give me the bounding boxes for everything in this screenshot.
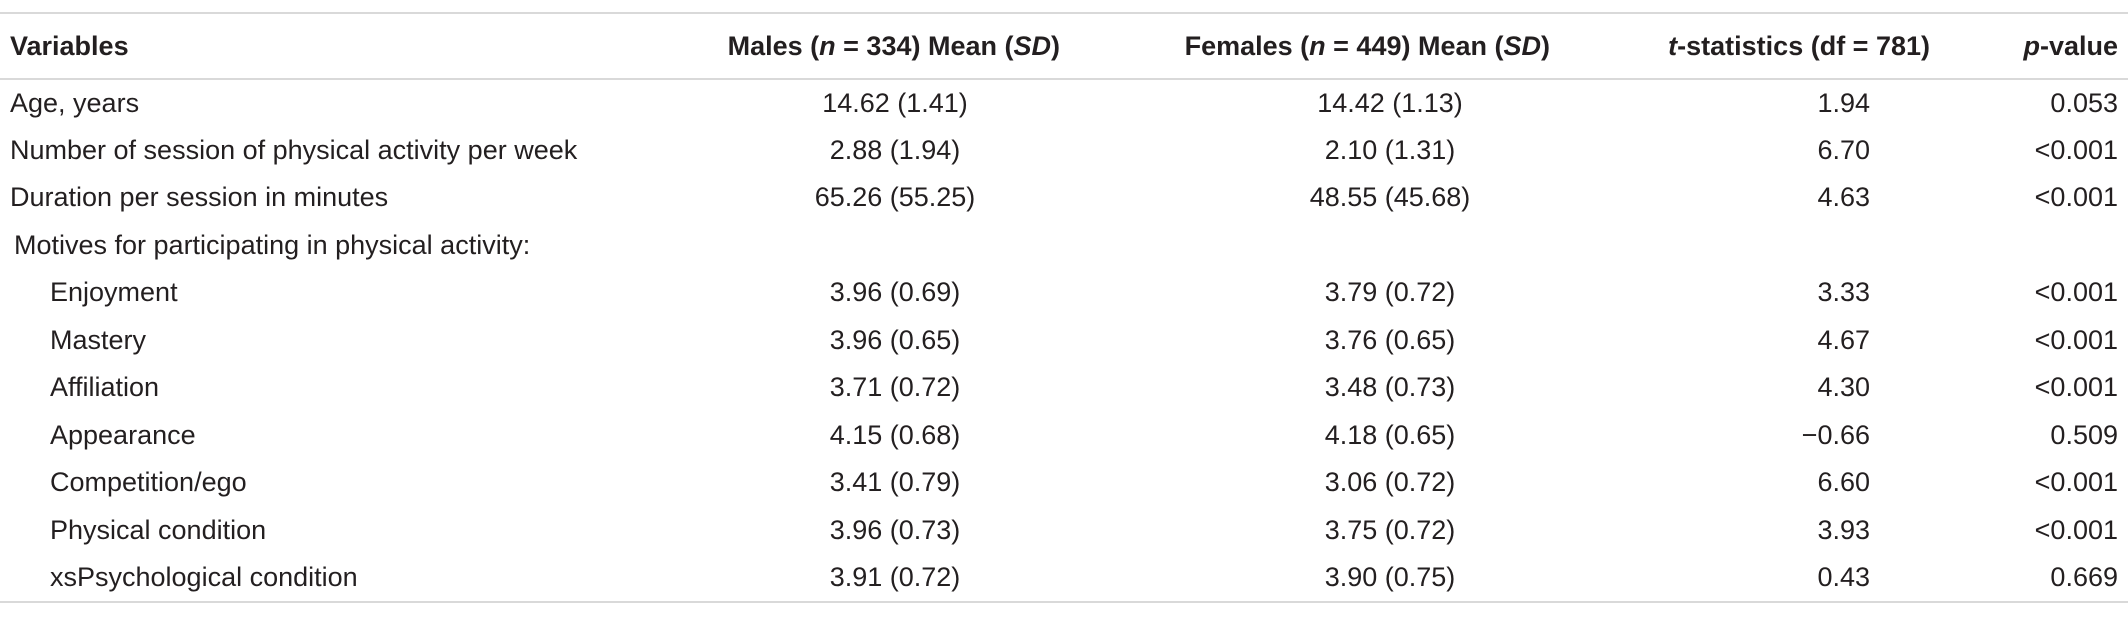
table-header: Variables Males (n = 334) Mean (SD) Fema… [0, 13, 2128, 79]
row-males-value: 3.96 (0.65) [829, 324, 961, 355]
row-t-statistic: 3.33 [1817, 277, 1870, 308]
table-section-row: Motives for participating in physical ac… [0, 222, 2128, 270]
row-females-value: 3.90 (0.75) [1324, 561, 1456, 592]
row-variable: Physical condition [50, 514, 267, 545]
row-p-value: 0.509 [2050, 419, 2118, 450]
row-females-value: 3.06 (0.72) [1324, 467, 1456, 498]
header-males: Males (n = 334) Mean (SD) [727, 30, 1060, 61]
row-females-value: 4.18 (0.65) [1324, 419, 1456, 450]
row-t-statistic: 4.67 [1817, 324, 1870, 355]
table-row: xsPsychological condition 3.91 (0.72) 3.… [0, 554, 2128, 602]
row-males-value: 14.62 (1.41) [822, 87, 968, 118]
header-variables: Variables [10, 30, 129, 61]
row-p-value: <0.001 [2034, 324, 2118, 355]
table-body: Age, years 14.62 (1.41) 14.42 (1.13) 1.9… [0, 79, 2128, 602]
row-males-value: 65.26 (55.25) [814, 182, 976, 213]
table-row: Appearance 4.15 (0.68) 4.18 (0.65) −0.66… [0, 412, 2128, 460]
row-t-statistic: 4.30 [1817, 372, 1870, 403]
row-t-statistic: 0.43 [1817, 561, 1870, 592]
row-variable: Affiliation [50, 372, 160, 403]
row-t-statistic: 4.63 [1817, 182, 1870, 213]
row-t-statistic: 6.70 [1817, 134, 1870, 165]
table-row: Age, years 14.62 (1.41) 14.42 (1.13) 1.9… [0, 79, 2128, 127]
row-p-value: <0.001 [2034, 514, 2118, 545]
section-label: Motives for participating in physical ac… [14, 229, 531, 260]
row-p-value: <0.001 [2034, 372, 2118, 403]
table-row: Enjoyment 3.96 (0.69) 3.79 (0.72) 3.33 <… [0, 269, 2128, 317]
row-males-value: 3.96 (0.69) [829, 277, 961, 308]
row-females-value: 3.48 (0.73) [1324, 372, 1456, 403]
row-p-value: <0.001 [2034, 277, 2118, 308]
row-males-value: 2.88 (1.94) [829, 134, 961, 165]
table-row: Physical condition 3.96 (0.73) 3.75 (0.7… [0, 507, 2128, 555]
header-row: Variables Males (n = 334) Mean (SD) Fema… [0, 13, 2128, 79]
row-females-value: 2.10 (1.31) [1324, 134, 1456, 165]
table-row: Mastery 3.96 (0.65) 3.76 (0.65) 4.67 <0.… [0, 317, 2128, 365]
row-variable: Enjoyment [50, 277, 178, 308]
header-females: Females (n = 449) Mean (SD) [1184, 30, 1550, 61]
row-p-value: 0.053 [2050, 87, 2118, 118]
row-variable: Mastery [50, 324, 147, 355]
table-row: Affiliation 3.71 (0.72) 3.48 (0.73) 4.30… [0, 364, 2128, 412]
row-p-value: <0.001 [2034, 134, 2118, 165]
row-p-value: 0.669 [2050, 561, 2118, 592]
row-variable: Number of session of physical activity p… [10, 134, 578, 165]
row-females-value: 3.75 (0.72) [1324, 514, 1456, 545]
row-variable: Appearance [50, 419, 196, 450]
table-row: Competition/ego 3.41 (0.79) 3.06 (0.72) … [0, 459, 2128, 507]
row-variable: Duration per session in minutes [10, 182, 389, 213]
results-table: Variables Males (n = 334) Mean (SD) Fema… [0, 12, 2128, 603]
header-p-value: p-value [2023, 30, 2118, 61]
row-variable: Competition/ego [50, 467, 247, 498]
table-row: Number of session of physical activity p… [0, 127, 2128, 175]
row-males-value: 3.91 (0.72) [829, 561, 961, 592]
row-t-statistic: 3.93 [1817, 514, 1870, 545]
row-variable: xsPsychological condition [50, 561, 358, 592]
row-females-value: 48.55 (45.68) [1309, 182, 1471, 213]
row-t-statistic: 6.60 [1817, 467, 1870, 498]
table-row: Duration per session in minutes 65.26 (5… [0, 174, 2128, 222]
row-p-value: <0.001 [2034, 182, 2118, 213]
row-females-value: 3.79 (0.72) [1324, 277, 1456, 308]
row-variable: Age, years [10, 87, 140, 118]
header-t-statistics: t-statistics (df = 781) [1668, 30, 1930, 61]
row-t-statistic: 1.94 [1817, 87, 1870, 118]
row-males-value: 4.15 (0.68) [829, 419, 961, 450]
row-t-statistic: −0.66 [1801, 419, 1870, 450]
row-males-value: 3.71 (0.72) [829, 372, 961, 403]
row-p-value: <0.001 [2034, 467, 2118, 498]
row-males-value: 3.96 (0.73) [829, 514, 961, 545]
row-females-value: 14.42 (1.13) [1317, 87, 1463, 118]
row-males-value: 3.41 (0.79) [829, 467, 961, 498]
row-females-value: 3.76 (0.65) [1324, 324, 1456, 355]
